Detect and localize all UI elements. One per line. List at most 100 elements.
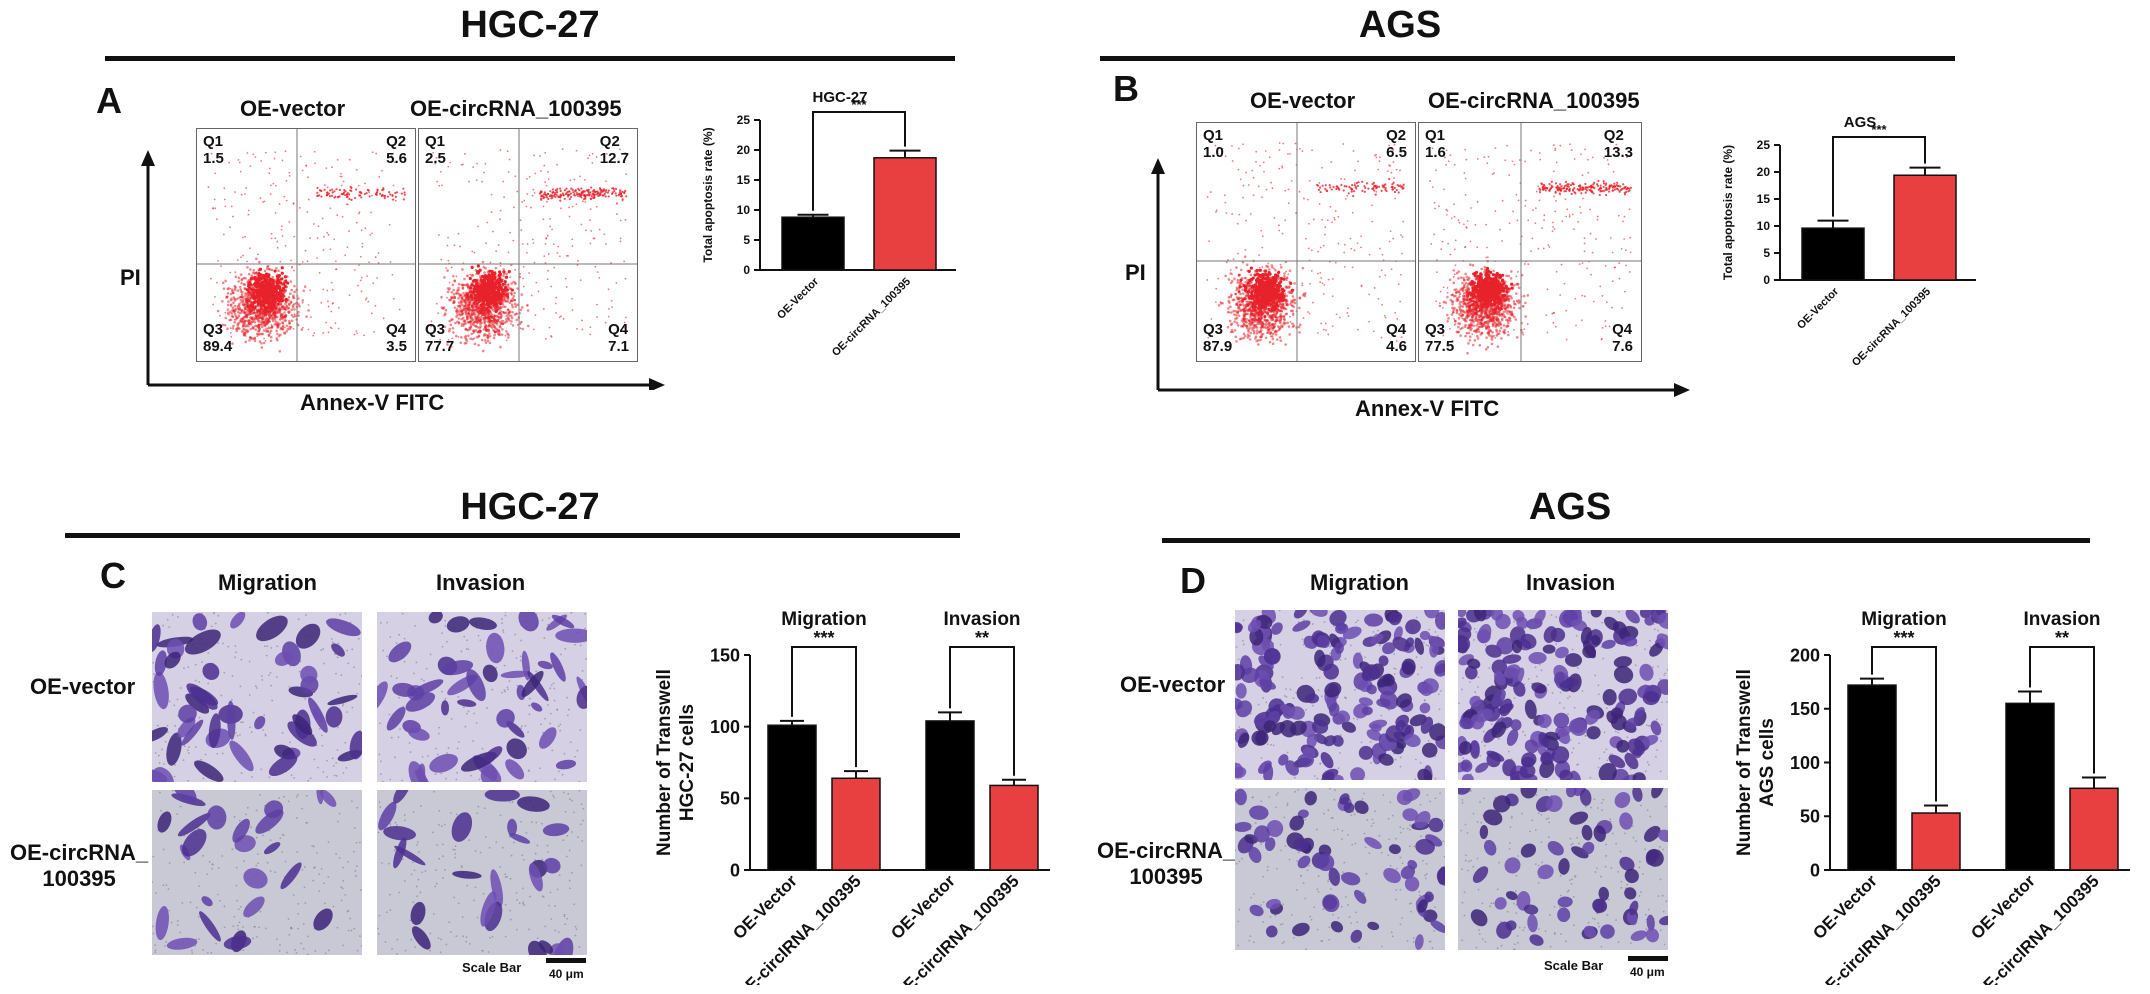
x-tick-label: OE-circRNA_100395 [1850, 286, 1933, 369]
quadrant-q4: Q4 4.6 [1386, 321, 1407, 355]
stained-cells [1458, 610, 1668, 780]
significance-bracket [2029, 646, 2095, 774]
panel-letter-a: A [96, 80, 122, 121]
group-label: Invasion [943, 609, 1020, 630]
column-label: Migration [1310, 570, 1409, 595]
quadrant-q3: Q3 87.9 [1203, 321, 1233, 355]
significance-bracket [949, 646, 1015, 776]
quadrant-q4: Q4 3.5 [386, 321, 407, 355]
y-tick-label: 10 [737, 203, 751, 217]
bar-treatment [1911, 812, 1961, 871]
bar-treatment [2069, 787, 2119, 871]
significance-label: *** [1893, 628, 1914, 648]
y-axis-label-pi: PI [120, 265, 141, 290]
row-label: OE-circRNA_ 100395 [10, 840, 149, 891]
header-rule [1100, 56, 1955, 61]
bar-control [1847, 684, 1897, 871]
panel-letter-c: C [100, 555, 126, 596]
bar-treatment [989, 784, 1039, 871]
chart-title: HGC-27 [812, 89, 867, 106]
significance-label: ** [975, 628, 989, 648]
y-tick-label: 50 [1800, 807, 1820, 827]
y-tick-label: 150 [710, 645, 740, 665]
quadrant-q1: Q1 1.0 [1203, 127, 1224, 161]
bar-chart-apoptosis-ags: AGS 0 5 10 15 20 25 Total apoptosis rate (%) OE-… [1721, 114, 1976, 369]
scatter-dots [207, 150, 406, 353]
group-label: Invasion [2023, 609, 2100, 630]
header-ags-bottom: AGS [1528, 486, 1612, 528]
y-tick-label: 200 [1790, 645, 1820, 665]
header-rule [1162, 538, 2090, 543]
y-tick-label: 0 [730, 860, 740, 880]
micrograph-migration-circrna [152, 790, 362, 955]
micrograph-invasion-vector [377, 612, 587, 782]
scale-bar-line [1628, 956, 1668, 961]
column-label: Migration [218, 570, 317, 595]
y-tick-label: 50 [720, 789, 740, 809]
header-rule [65, 533, 960, 538]
bar-control [781, 216, 845, 271]
scatter-dots [1206, 142, 1405, 346]
x-axis-label: Annex-V FITC [1355, 396, 1500, 421]
scatter-dots [1429, 143, 1632, 355]
group-label: Migration [1861, 609, 1947, 630]
significance-bracket [791, 646, 857, 768]
bar-control [2005, 702, 2055, 871]
bar-treatment [873, 157, 937, 271]
y-axis-label: Number of Transwell AGS cells [1734, 669, 1778, 856]
quadrant-q3: Q3 89.4 [203, 321, 233, 355]
panel-letter-b: B [1113, 68, 1139, 109]
stained-cells [377, 790, 585, 955]
micrograph-invasion-vector [1458, 610, 1668, 780]
significance-label: *** [851, 97, 867, 112]
quadrant-q3: Q3 77.7 [425, 321, 455, 355]
y-axis-label: Number of Transwell HGC-27 cells [654, 669, 698, 856]
quadrant-q1: Q1 2.5 [425, 133, 446, 167]
quadrant-q1: Q1 1.5 [203, 133, 224, 167]
quadrant-q1: Q1 1.6 [1425, 127, 1446, 161]
bar-control [1801, 227, 1865, 281]
bar-control [925, 720, 975, 871]
y-tick-label: 15 [737, 173, 751, 187]
y-tick-label: 10 [1757, 219, 1771, 233]
header-ags-top: AGS [1358, 4, 1442, 46]
y-tick-label: 0 [1763, 273, 1770, 287]
significance-label: *** [813, 628, 834, 648]
micrograph-invasion-circrna [377, 790, 587, 955]
stained-cells [1235, 610, 1445, 780]
stained-cells [1235, 788, 1445, 950]
quadrant-q2: Q2 6.5 [1386, 127, 1407, 161]
axis-arrows [1151, 158, 1690, 397]
panel-letter-d: D [1180, 560, 1206, 601]
y-axis-label: Total apoptosis rate (%) [701, 127, 715, 262]
quadrant-q2: Q2 13.3 [1603, 127, 1633, 161]
y-tick-label: 0 [743, 263, 750, 277]
bar-control [767, 724, 817, 871]
scale-bar-label: Scale Bar [462, 960, 522, 975]
y-tick-label: 5 [743, 233, 750, 247]
quadrant-q4: Q4 7.6 [1612, 321, 1633, 355]
micrograph-invasion-circrna [1458, 788, 1668, 950]
significance-bracket [812, 111, 906, 211]
significance-label: *** [1871, 122, 1887, 137]
column-label: Invasion [1526, 570, 1616, 595]
bar-chart-apoptosis-hgc27: HGC-27 0 5 10 15 20 25 Total apoptosis rate (%)… [701, 89, 956, 359]
bar-chart-transwell-hgc27: 0 50 100 150 Number of Transwell HGC-27 cells… [654, 609, 1050, 985]
y-axis-label-pi: PI [1125, 260, 1146, 285]
scale-bar-unit: 40 μm [1630, 965, 1665, 979]
x-axis-label: Annex-V FITC [300, 390, 445, 415]
y-tick-label: 0 [1810, 860, 1820, 880]
bar-treatment [831, 777, 881, 871]
x-tick-label: OE-Vector [775, 275, 822, 322]
significance-label: ** [2055, 628, 2069, 648]
axis-arrows [141, 150, 665, 390]
scale-bar-label: Scale Bar [1544, 958, 1604, 973]
micrograph-migration-circrna [1235, 788, 1445, 950]
quadrant-q2: Q2 12.7 [599, 133, 629, 167]
x-tick-label: OE-circRNA_100395 [830, 276, 913, 359]
condition-label: OE-vector [240, 96, 346, 121]
y-tick-label: 15 [1757, 192, 1771, 206]
row-label: OE-circRNA_ 100395 [1097, 838, 1236, 889]
quadrant-q2: Q2 5.6 [386, 133, 407, 167]
x-tick-label: OE-Vector [1795, 285, 1842, 332]
